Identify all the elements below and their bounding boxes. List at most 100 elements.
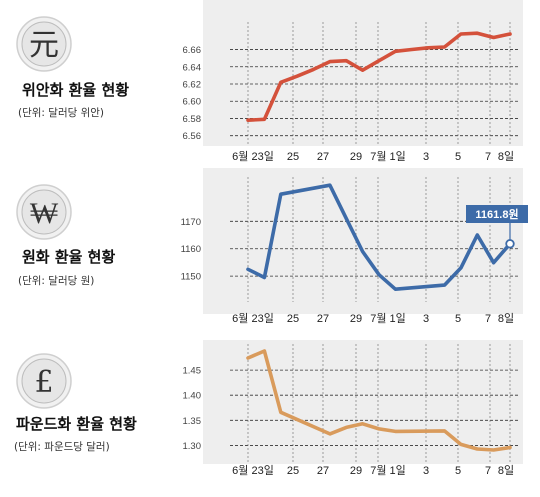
won-callout-box [466,205,528,223]
won-y-axis: 1150 1160 1170 [181,217,201,283]
y-tick-label: 6.64 [183,62,202,73]
y-tick-label: 1150 [181,272,201,283]
y-tick-label: 1.45 [183,366,202,377]
data-point [394,430,397,433]
x-tick-label: 27 [317,313,329,325]
data-point [263,118,266,121]
data-point [279,411,282,414]
data-point [426,46,430,50]
data-point [443,45,446,49]
won-symbol: ₩ [30,196,59,231]
data-point [394,288,397,291]
data-point [345,426,348,429]
data-point [377,59,381,62]
won-plot-area [203,168,523,314]
won-coin-icon: ₩ [16,184,72,240]
x-tick-label: 7 [485,313,491,325]
data-point [279,193,282,196]
yuan-series [246,31,512,122]
won-callout: 1161.8원 [466,205,528,223]
data-point [443,429,446,433]
won-panel: ₩ 원화 환율 현황 (단위: 달러당 원) 1150 1160 1170 6월 2… [16,168,528,325]
y-tick-label: 1160 [181,244,201,255]
data-point [246,118,250,122]
y-tick-label: 6.56 [183,131,202,142]
data-point [361,422,364,426]
data-point [443,283,446,287]
x-tick-label: 7월 1일 [370,463,406,477]
data-point [476,233,479,237]
pound-series [246,349,512,452]
data-point [410,48,413,51]
pound-plot-area [203,340,523,464]
y-tick-label: 1.40 [183,391,202,402]
x-tick-label: 5 [455,151,461,163]
x-tick-label: 3 [423,465,429,477]
data-point [328,60,332,63]
x-tick-label: 7 [485,465,491,477]
yuan-panel-title: 위안화 환율 현황 [22,81,129,99]
won-panel-title: 원화 환율 현황 [22,248,115,266]
x-tick-label: 8일 [498,311,514,325]
won-x-axis: 6월 23일 25 27 29 7월 1일 3 5 7 8일 [232,311,514,325]
data-point [508,446,512,449]
data-point [263,276,266,279]
x-tick-label: 3 [423,151,429,163]
pound-x-axis: 6월 23일 25 27 29 7월 1일 3 5 7 8일 [232,463,514,477]
x-tick-label: 7 [485,151,491,163]
x-tick-label: 25 [287,151,299,163]
data-point [328,183,332,187]
pound-panel-unit: (단위: 파운드당 달러) [14,440,110,453]
x-tick-label: 6월 23일 [232,463,274,477]
y-tick-label: 6.62 [183,80,202,91]
x-tick-label: 29 [350,465,362,477]
data-point [508,32,512,36]
won-callout-label: 1161.8원 [475,207,518,221]
data-point [345,59,348,62]
won-panel-unit: (단위: 달러당 원) [18,274,94,287]
data-point [246,356,250,360]
pound-panel-title: 파운드화 환율 현황 [16,415,137,433]
pound-gridlines [230,344,520,462]
x-tick-label: 29 [350,313,362,325]
x-tick-label: 27 [317,465,329,477]
data-point [361,250,364,253]
data-point [476,447,479,451]
x-tick-label: 8일 [498,463,514,477]
pound-y-axis: 1.30 1.35 1.40 1.45 [183,366,202,452]
x-tick-label: 29 [350,151,362,163]
yuan-symbol: 元 [29,28,59,63]
yuan-x-axis: 6월 23일 25 27 29 7월 1일 3 5 7 8일 [232,149,514,163]
data-point [492,36,495,39]
last-point-marker [505,239,515,249]
data-point [263,349,266,353]
yuan-panel-unit: (단위: 달러당 위안) [18,106,104,119]
data-point [279,81,282,84]
x-tick-label: 3 [423,313,429,325]
data-point [476,31,479,35]
yuan-plot-area [203,0,523,146]
x-tick-label: 27 [317,151,329,163]
x-tick-label: 6월 23일 [232,311,274,325]
data-point [492,448,495,452]
pound-symbol: £ [34,365,53,400]
data-point [394,50,397,53]
yuan-y-axis: 6.56 6.58 6.60 6.62 6.64 6.66 [183,45,202,142]
x-tick-label: 7월 1일 [370,149,406,163]
pound-coin-icon: £ [16,353,72,409]
won-series [246,183,515,292]
y-tick-label: 6.66 [183,45,202,56]
data-point [312,68,315,71]
pound-panel: £ 파운드화 환율 현황 (단위: 파운드당 달러) 1.301.351.401… [14,340,523,477]
x-tick-label: 5 [455,313,461,325]
y-tick-label: 6.58 [183,114,202,125]
data-point [492,261,495,264]
yuan-gridlines [230,22,520,144]
data-point [345,217,348,220]
y-tick-label: 6.60 [183,97,202,108]
data-point [295,75,299,78]
x-tick-label: 8일 [498,149,514,163]
x-tick-label: 7월 1일 [370,311,406,325]
data-point [459,32,463,36]
